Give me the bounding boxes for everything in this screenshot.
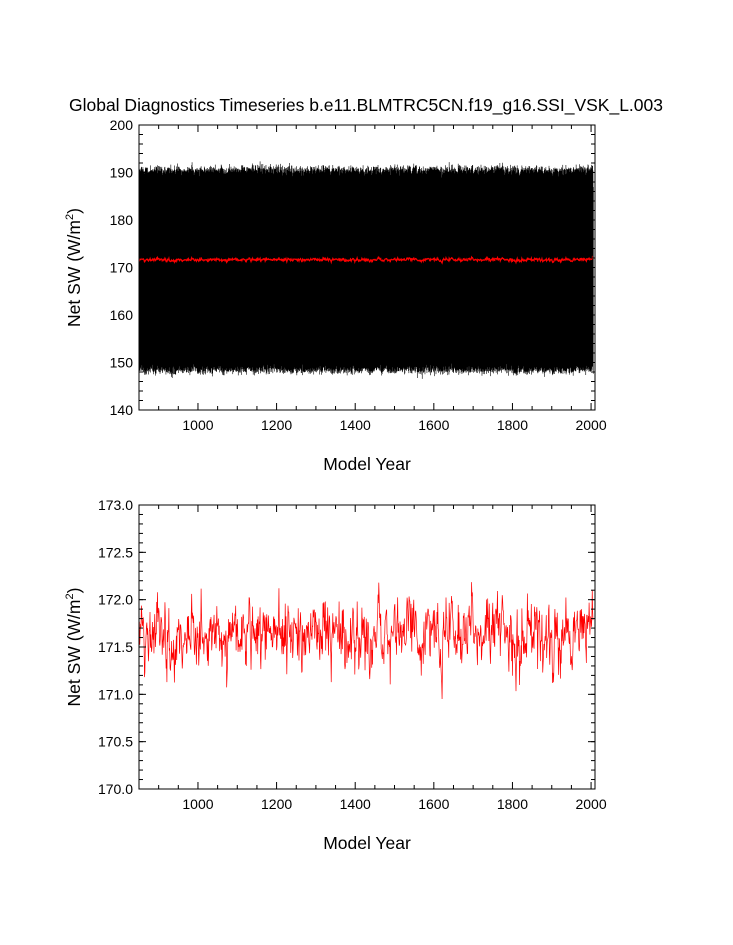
x-tick-label: 1200 [261,417,292,433]
y-tick-label: 160 [110,307,134,323]
x-tick-label: 1200 [261,796,292,812]
x-tick-label: 1600 [418,796,449,812]
bottom-panel: 1000 1200 1400 1600 1800 2000 170.0 170.5 171.0 1… [64,497,607,853]
y-tick-label: 173.0 [98,497,133,513]
x-axis-label: Model Year [323,833,411,853]
y-axis-label: Net SW (W/m2) [64,208,84,327]
figure-title: Global Diagnostics Timeseries b.e11.BLMT… [69,95,663,116]
y-tick-label: 171.5 [98,639,133,655]
x-tick-label: 1000 [182,417,213,433]
y-tick-label: 170 [110,260,134,276]
y-tick-label: 170.5 [98,734,133,750]
y-axis-label: Net SW (W/m2) [64,588,84,707]
x-tick-label: 1800 [497,417,528,433]
y-tick-label: 171.0 [98,686,133,702]
y-tick-label: 150 [110,355,134,371]
series-annual-line [139,582,594,699]
x-tick-label: 1400 [340,796,371,812]
x-tick-label: 2000 [575,796,606,812]
x-tick-label: 2000 [575,417,606,433]
y-tick-label: 170.0 [98,781,133,797]
y-tick-label: 140 [110,402,134,418]
y-tick-label: 200 [110,117,134,133]
x-tick-label: 1600 [418,417,449,433]
y-tick-label: 190 [110,165,134,181]
top-panel: 1000 1200 1400 1600 1800 2000 140 150 160 170 180 1… [64,117,607,474]
y-tick-label: 172.5 [98,544,133,560]
x-tick-label: 1400 [340,417,371,433]
series-monthly-line [139,161,594,379]
y-tick-label: 172.0 [98,592,133,608]
x-tick-label: 1800 [497,796,528,812]
x-tick-label: 1000 [182,796,213,812]
y-tick-label: 180 [110,212,134,228]
x-axis-label: Model Year [323,454,411,474]
series-annual-line [139,255,594,265]
